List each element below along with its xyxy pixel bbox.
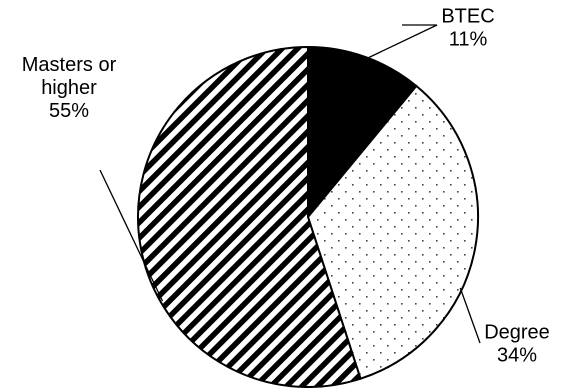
slice-category-label: Masters or xyxy=(22,54,117,76)
leader-line-1 xyxy=(365,24,438,60)
slice-category-label: Degree xyxy=(484,322,550,344)
slice-label-3: Masters or higher 55% xyxy=(22,54,117,122)
slice-value-label: 34% xyxy=(497,345,537,367)
pie-slice-degree xyxy=(306,84,479,380)
pie-slice-btec xyxy=(307,45,418,220)
slice-value-label: 11% xyxy=(449,29,488,51)
leader-line-3 xyxy=(99,169,164,302)
slice-category-label: higher xyxy=(41,77,97,99)
slice-value-label: 55% xyxy=(49,100,89,122)
slice-label-2: Degree 34% xyxy=(484,322,550,367)
leader-line-2 xyxy=(459,287,481,344)
slice-label-1: BTEC 11% xyxy=(441,6,494,51)
slice-category-label: BTEC xyxy=(441,6,494,28)
pie-slice-masters-or-higher xyxy=(137,45,362,388)
